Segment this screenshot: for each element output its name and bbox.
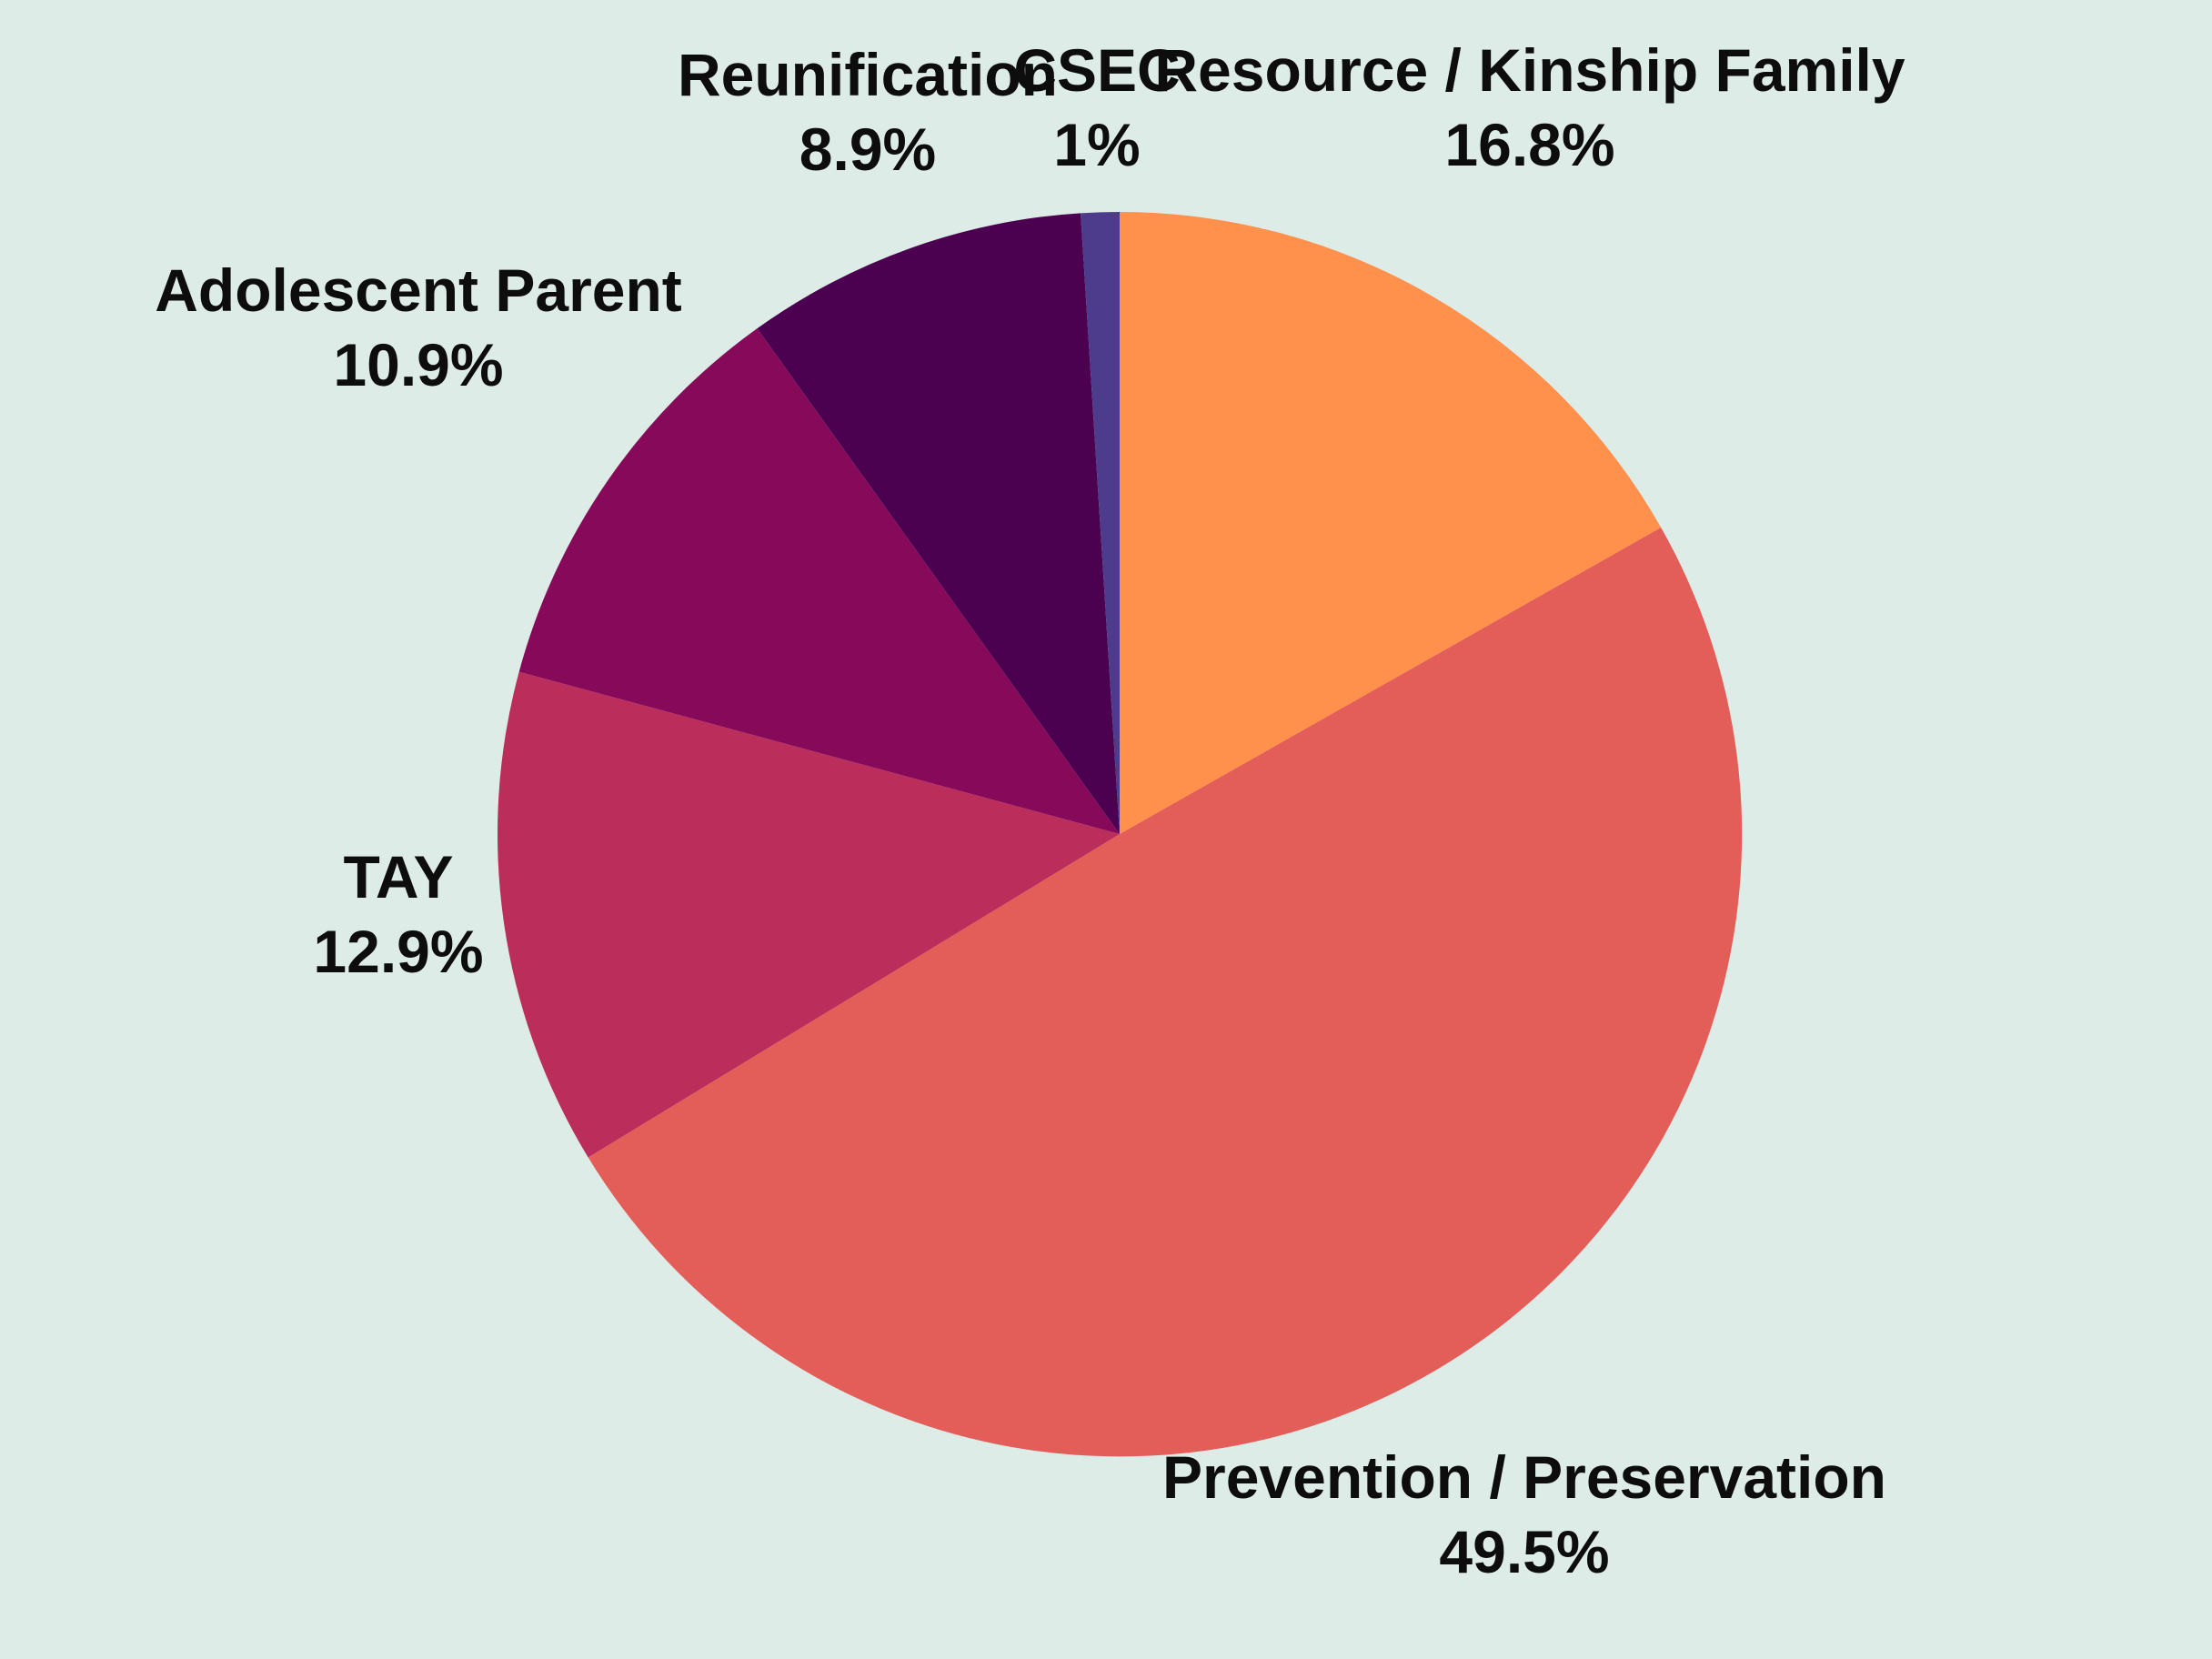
pie-slices bbox=[497, 212, 1743, 1457]
slice-label-adolescent-parent: Adolescent Parent bbox=[155, 256, 682, 324]
slice-value-label-resource-kinship-family: 16.8% bbox=[1444, 111, 1614, 178]
pie-slice-adolescent-parent bbox=[518, 328, 1120, 834]
slice-label-reunification: Reunification bbox=[678, 41, 1058, 108]
slice-label-resource-kinship-family: Resource / Kinship Family bbox=[1154, 36, 1905, 104]
slice-value-label-tay: 12.9% bbox=[313, 918, 483, 985]
slice-value-label-prevention-preservation: 49.5% bbox=[1439, 1518, 1609, 1585]
pie-labels: Resource / Kinship Family 16.8% Prevention… bbox=[155, 36, 1905, 1585]
slice-value-label-csec: 1% bbox=[1053, 111, 1140, 178]
slice-label-prevention-preservation: Prevention / Preservation bbox=[1162, 1443, 1886, 1511]
slice-label-csec: CSEC bbox=[1013, 36, 1180, 104]
pie-slice-tay bbox=[497, 671, 1120, 1158]
slice-value-label-adolescent-parent: 10.9% bbox=[333, 331, 503, 398]
pie-slice-reunification bbox=[757, 213, 1120, 835]
pie-slice-resource-kinship-family bbox=[1120, 212, 1662, 834]
pie-slice-csec bbox=[1081, 212, 1120, 834]
slice-label-tay: TAY bbox=[343, 843, 453, 910]
pie-slice-prevention-preservation bbox=[588, 527, 1743, 1457]
slice-value-label-reunification: 8.9% bbox=[799, 116, 936, 183]
